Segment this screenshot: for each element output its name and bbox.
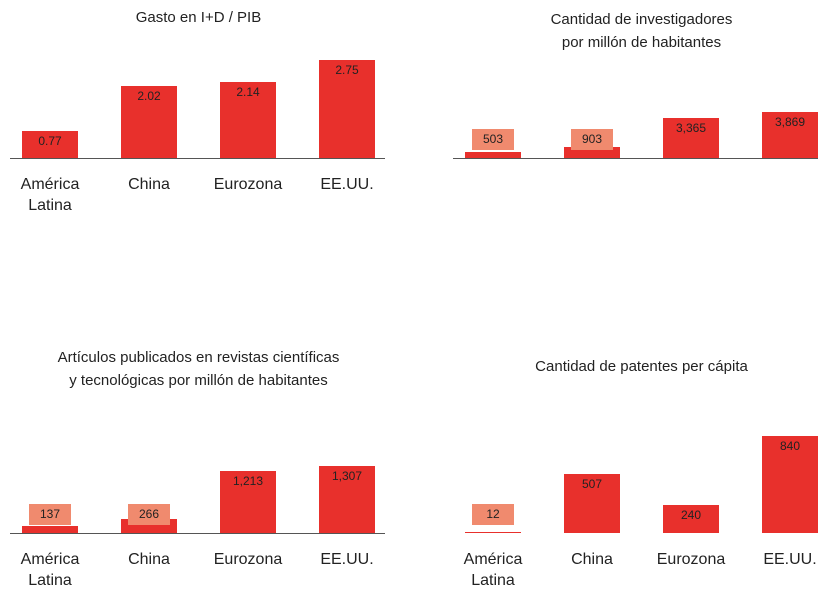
bar xyxy=(564,147,620,158)
bar xyxy=(762,111,818,158)
chart-title: Gasto en I+D / PIB xyxy=(135,9,262,26)
category-label: EE.UU. xyxy=(320,551,374,568)
value-label: 137 xyxy=(29,504,71,525)
bar xyxy=(220,81,276,158)
value-label: 503 xyxy=(472,129,514,150)
value-label: 2.14 xyxy=(236,84,260,99)
bar xyxy=(663,505,719,533)
value-label: 240 xyxy=(680,508,702,523)
category-label: China xyxy=(571,551,613,568)
bar xyxy=(564,474,620,533)
value-label: 840 xyxy=(779,438,801,453)
value-label: 266 xyxy=(128,504,170,525)
category-label: China xyxy=(128,551,170,568)
bar xyxy=(319,465,375,533)
bar xyxy=(663,117,719,158)
bar xyxy=(220,470,276,533)
category-label: China xyxy=(128,176,170,193)
axis-line xyxy=(10,533,385,534)
bar xyxy=(22,130,78,158)
bar xyxy=(22,525,78,533)
value-label: 12 xyxy=(472,504,514,525)
bar xyxy=(319,59,375,158)
category-label: Eurozona xyxy=(213,551,283,568)
category-label: Eurozona xyxy=(213,176,283,193)
axis-line xyxy=(453,158,818,159)
value-label: 3,365 xyxy=(675,120,707,135)
bar xyxy=(465,531,521,533)
value-label: 2.75 xyxy=(335,62,359,77)
chart-title: Artículos publicados en revistas científ… xyxy=(57,349,340,389)
value-label: 2.02 xyxy=(137,88,161,103)
category-label: EE.UU. xyxy=(763,551,817,568)
value-label: 1,213 xyxy=(232,473,264,488)
category-label: América Latina xyxy=(20,176,80,214)
chart-title: Cantidad de investigadores por millón de… xyxy=(550,11,733,51)
bar xyxy=(465,151,521,158)
bar xyxy=(762,435,818,533)
value-label: 903 xyxy=(571,129,613,150)
category-label: Eurozona xyxy=(656,551,726,568)
value-label: 0.77 xyxy=(38,133,62,148)
value-label: 3,869 xyxy=(774,114,806,129)
category-label: América Latina xyxy=(20,551,80,589)
value-label: 507 xyxy=(581,477,603,492)
bar xyxy=(121,85,177,158)
chart-title: Cantidad de patentes per cápita xyxy=(535,358,748,375)
value-label: 1,307 xyxy=(331,468,363,483)
axis-line xyxy=(10,158,385,159)
category-label: América Latina xyxy=(463,551,523,589)
category-label: EE.UU. xyxy=(320,176,374,193)
